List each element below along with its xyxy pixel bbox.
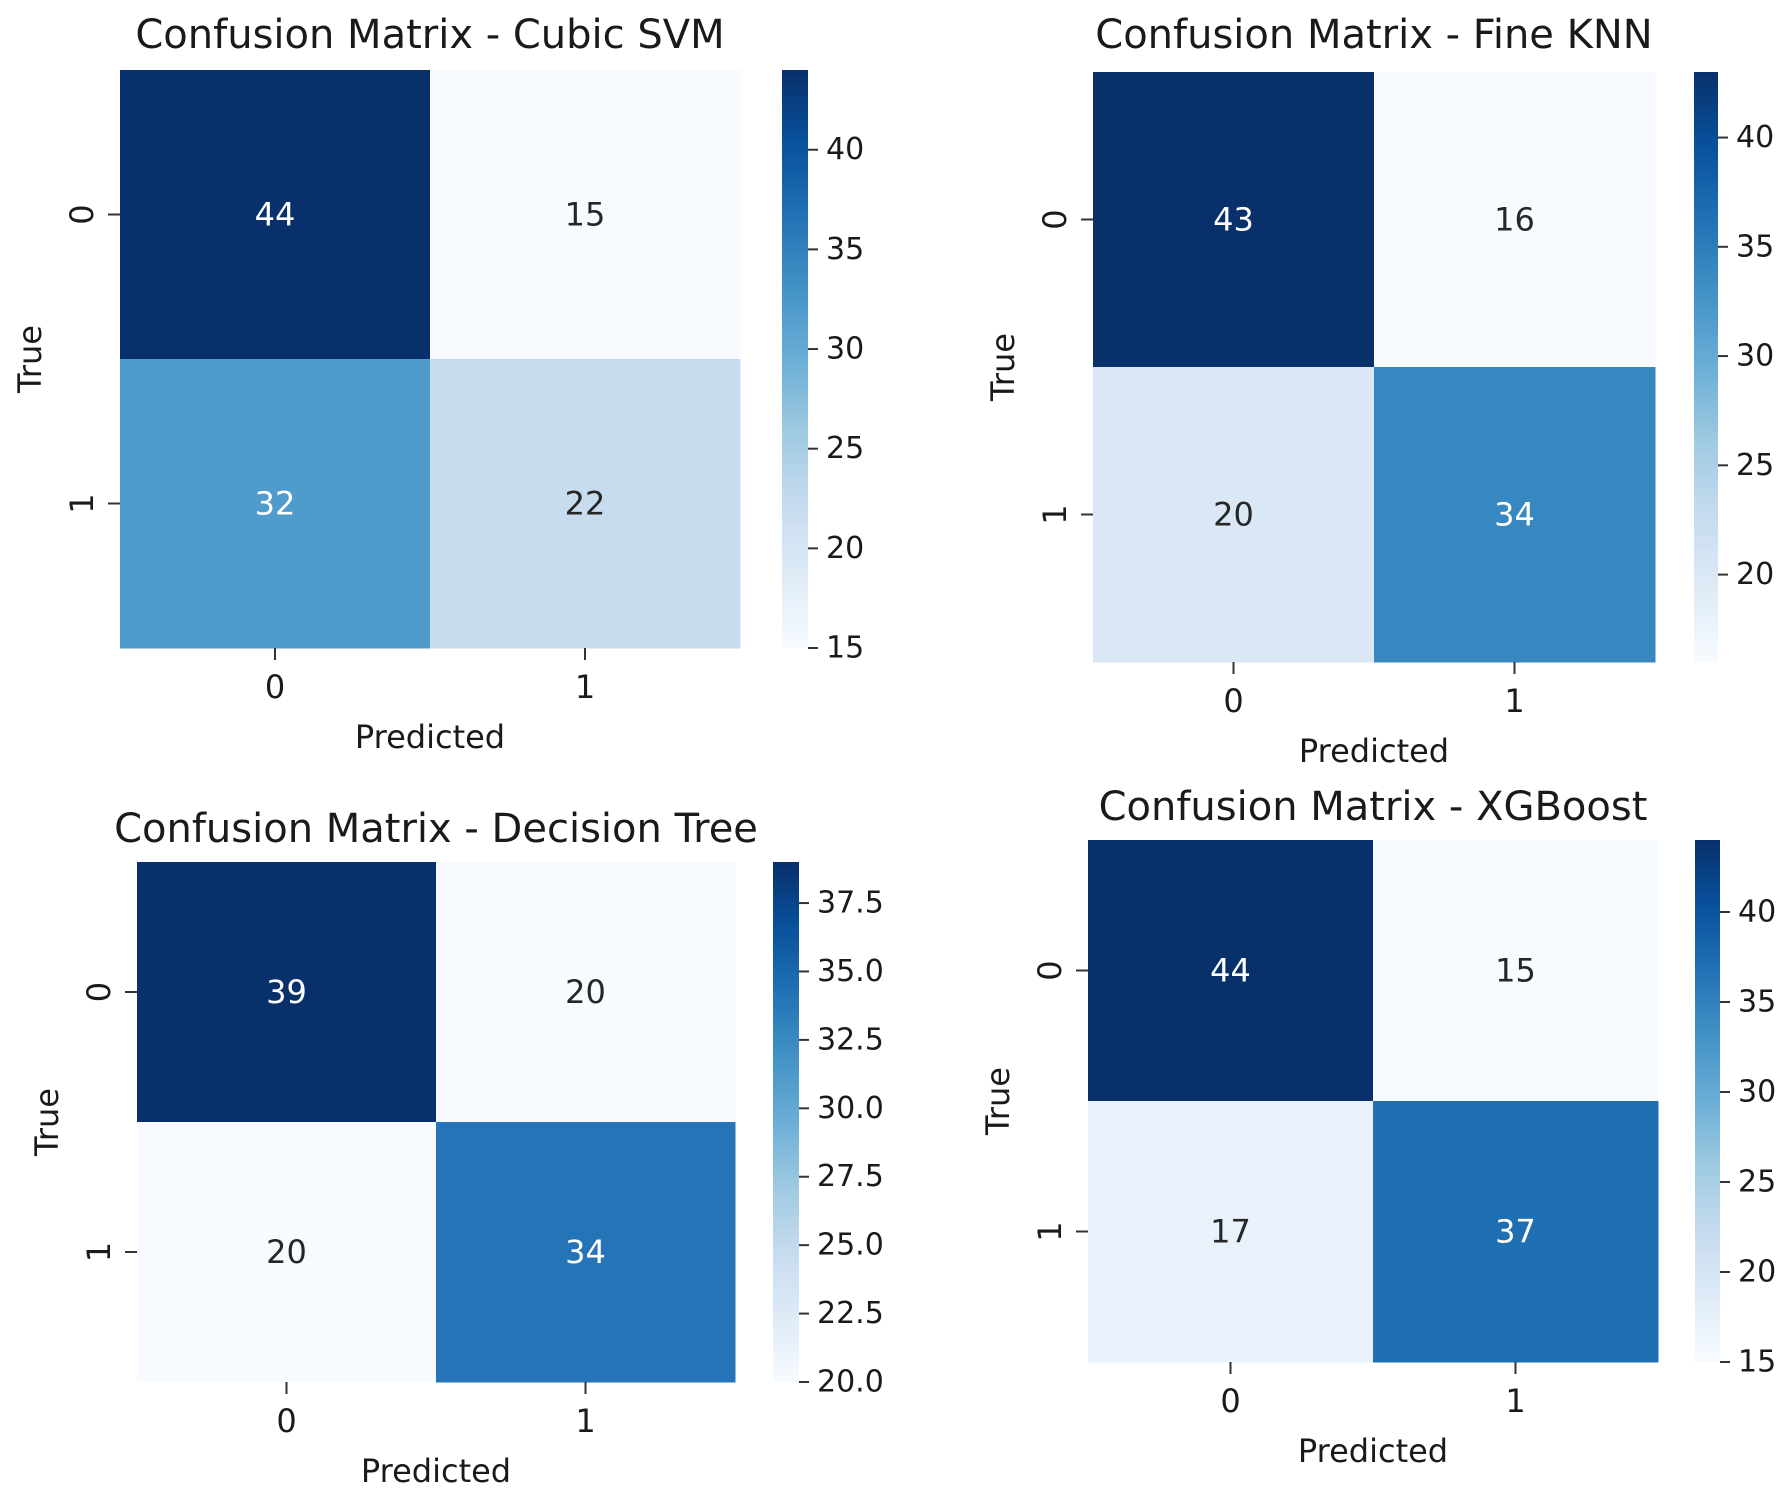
- confusion-matrix-panel: Confusion Matrix - Decision Tree 39 20 20 34…: [28, 806, 884, 1490]
- chart-title: Confusion Matrix - Cubic SVM: [135, 12, 724, 58]
- colorbar-tick-label: 37.5: [817, 886, 884, 921]
- heatmap-cell: [1093, 367, 1375, 663]
- cell-value-label: 20: [1213, 496, 1254, 534]
- heatmap-cell: [1374, 367, 1656, 663]
- colorbar: [1695, 840, 1720, 1362]
- confusion-matrix-panel: Confusion Matrix - Cubic SVM 44 15 32 22 0 1 Pr…: [11, 12, 864, 756]
- heatmap-cell: [436, 862, 736, 1123]
- cell-value-label: 17: [1210, 1213, 1251, 1251]
- colorbar-tick-label: 30: [1738, 1075, 1776, 1110]
- heatmap-cell: [120, 359, 431, 649]
- y-tick-label: 1: [1031, 1221, 1069, 1241]
- colorbar: [782, 70, 808, 648]
- colorbar-tick-label: 25: [1738, 1165, 1776, 1200]
- colorbar-tick-label: 20: [1736, 557, 1774, 592]
- y-tick-label: 0: [1036, 209, 1074, 229]
- y-tick-label: 1: [80, 1242, 118, 1262]
- colorbar-tick-label: 40: [1736, 120, 1774, 155]
- colorbar-tick-label: 32.5: [817, 1022, 884, 1057]
- colorbar-tick-label: 22.5: [817, 1296, 884, 1331]
- colorbar: [773, 862, 799, 1382]
- colorbar-tick-label: 25: [1736, 448, 1774, 483]
- y-axis-label: True: [984, 333, 1022, 402]
- heatmap-cell: [1093, 72, 1375, 368]
- cell-value-label: 44: [255, 196, 296, 234]
- heatmap-cell: [430, 70, 741, 360]
- cell-value-label: 20: [565, 973, 606, 1011]
- colorbar-tick-label: 35: [1736, 229, 1774, 264]
- y-tick-label: 0: [63, 204, 101, 224]
- colorbar-tick-label: 30.0: [817, 1091, 884, 1126]
- heatmap-cell: [1373, 1101, 1659, 1363]
- colorbar-tick-label: 35: [1738, 985, 1776, 1020]
- confusion-matrix-panel: Confusion Matrix - XGBoost 44 15 17 37 0 1 Pred…: [979, 784, 1776, 1470]
- cell-value-label: 15: [565, 196, 606, 234]
- y-tick-label: 1: [1036, 504, 1074, 524]
- cell-value-label: 16: [1494, 201, 1535, 239]
- colorbar-tick-label: 30: [826, 332, 864, 367]
- x-axis-label: Predicted: [1298, 1432, 1448, 1470]
- cell-value-label: 32: [255, 485, 296, 523]
- chart-title: Confusion Matrix - Decision Tree: [114, 806, 758, 852]
- colorbar: [1694, 72, 1718, 662]
- y-tick-label: 1: [63, 493, 101, 513]
- x-tick-label: 0: [276, 1402, 296, 1440]
- x-tick-label: 0: [265, 668, 285, 706]
- colorbar-tick-label: 20: [826, 531, 864, 566]
- x-tick-label: 1: [575, 668, 595, 706]
- cell-value-label: 15: [1495, 952, 1536, 990]
- colorbar-tick-label: 30: [1736, 339, 1774, 374]
- cell-value-label: 22: [565, 485, 606, 523]
- cell-value-label: 20: [266, 1233, 307, 1271]
- confusion-matrix-panel: Confusion Matrix - Fine KNN 43 16 20 34 0 1 Pre…: [984, 12, 1774, 770]
- x-tick-label: 1: [575, 1402, 595, 1440]
- colorbar-tick-label: 27.5: [817, 1159, 884, 1194]
- colorbar-tick-label: 15: [826, 631, 864, 666]
- heatmap-cell: [137, 862, 437, 1123]
- heatmap-cell: [1088, 1101, 1374, 1363]
- heatmap-cell: [436, 1122, 736, 1383]
- x-tick-label: 0: [1223, 682, 1243, 720]
- heatmap-cell: [137, 1122, 437, 1383]
- colorbar-tick-label: 25: [826, 431, 864, 466]
- x-tick-label: 0: [1220, 1382, 1240, 1420]
- colorbar-tick-label: 15: [1738, 1345, 1776, 1380]
- y-tick-label: 0: [80, 982, 118, 1002]
- colorbar-tick-label: 20: [1738, 1255, 1776, 1290]
- x-tick-label: 1: [1504, 682, 1524, 720]
- chart-title: Confusion Matrix - XGBoost: [1099, 784, 1648, 830]
- x-tick-label: 1: [1505, 1382, 1525, 1420]
- colorbar-tick-label: 40: [1738, 895, 1776, 930]
- heatmap-cell: [430, 359, 741, 649]
- x-axis-label: Predicted: [355, 718, 505, 756]
- colorbar-tick-label: 20.0: [817, 1365, 884, 1400]
- y-tick-label: 0: [1031, 960, 1069, 980]
- y-axis-label: True: [979, 1067, 1017, 1136]
- colorbar-tick-label: 35.0: [817, 954, 884, 989]
- y-axis-label: True: [11, 325, 49, 394]
- x-axis-label: Predicted: [361, 1452, 511, 1490]
- colorbar-tick-label: 35: [826, 232, 864, 267]
- cell-value-label: 34: [565, 1233, 606, 1271]
- y-axis-label: True: [28, 1088, 66, 1157]
- heatmap-cell: [120, 70, 431, 360]
- cell-value-label: 43: [1213, 201, 1254, 239]
- cell-value-label: 37: [1495, 1213, 1536, 1251]
- chart-title: Confusion Matrix - Fine KNN: [1095, 12, 1652, 58]
- cell-value-label: 39: [266, 973, 307, 1011]
- colorbar-tick-label: 40: [826, 132, 864, 167]
- cell-value-label: 34: [1494, 496, 1535, 534]
- cell-value-label: 44: [1210, 952, 1251, 990]
- heatmap-cell: [1373, 840, 1659, 1102]
- colorbar-tick-label: 25.0: [817, 1228, 884, 1263]
- heatmap-cell: [1374, 72, 1656, 368]
- heatmap-cell: [1088, 840, 1374, 1102]
- x-axis-label: Predicted: [1299, 732, 1449, 770]
